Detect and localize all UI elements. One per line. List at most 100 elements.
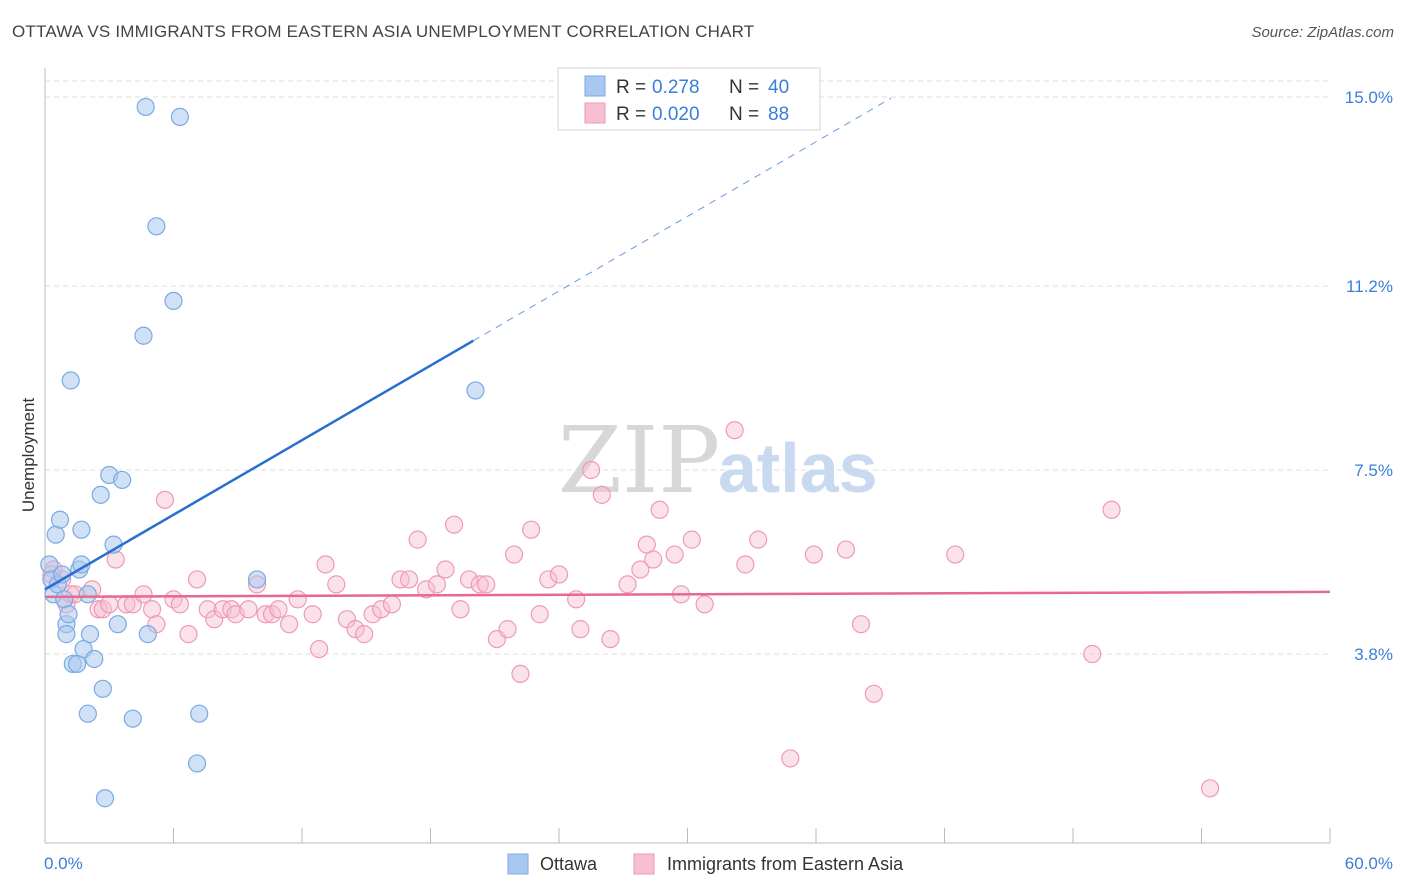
eastern-asia-point — [539, 570, 558, 589]
ottawa-point — [187, 754, 207, 773]
eastern-asia-point — [436, 560, 455, 579]
eastern-asia-point — [618, 575, 637, 594]
eastern-asia-point — [382, 595, 402, 614]
eastern-asia-point — [864, 684, 883, 703]
eastern-asia-legend-label: Immigrants from Eastern Asia — [667, 854, 904, 874]
eastern-asia-point — [346, 620, 365, 639]
eastern-asia-point — [408, 530, 427, 549]
eastern-asia-point — [303, 605, 322, 624]
eastern-asia-trend-line — [44, 590, 1331, 599]
eastern-asia-point — [470, 575, 489, 594]
ottawa-point — [46, 525, 65, 544]
eastern-asia-point — [316, 555, 335, 574]
eastern-asia-legend-swatch — [633, 853, 655, 875]
ottawa-point — [138, 625, 157, 644]
n-value: 40 — [768, 77, 789, 98]
gridlines — [45, 80, 1330, 655]
ottawa-point — [112, 470, 132, 490]
x-tick-label: 0.0% — [44, 854, 83, 873]
eastern-asia-point — [89, 600, 108, 619]
eastern-asia-point — [427, 575, 447, 594]
eastern-asia-point — [155, 490, 175, 509]
r-value: 0.278 — [652, 77, 700, 98]
eastern-asia-point — [363, 605, 382, 624]
eastern-asia-point — [239, 600, 258, 619]
chart-title: OTTAWA VS IMMIGRANTS FROM EASTERN ASIA U… — [12, 22, 755, 41]
n-label: N = — [729, 77, 759, 98]
ottawa-point — [78, 585, 97, 604]
ottawa-point — [72, 520, 91, 539]
eastern-asia-point — [170, 595, 190, 614]
x-tick-label: 60.0% — [1345, 854, 1393, 873]
r-value: 0.020 — [652, 104, 700, 125]
eastern-asia-point — [736, 555, 755, 574]
watermark-atlas: atlas — [718, 429, 878, 507]
source-label: Source: ZipAtlas.com — [1251, 24, 1394, 41]
ottawa-point — [147, 217, 166, 236]
eastern-asia-point — [511, 664, 530, 684]
eastern-asia-point — [187, 570, 207, 589]
y-tick-label: 7.5% — [1354, 461, 1393, 480]
blue-points — [40, 97, 485, 808]
eastern-asia-point — [567, 590, 586, 609]
y-tick-label: 15.0% — [1345, 88, 1393, 107]
ottawa-trend-extension — [473, 97, 892, 342]
eastern-asia-point — [851, 615, 871, 634]
y-tick-label: 3.8% — [1354, 645, 1393, 664]
ottawa-trend-line — [44, 339, 474, 591]
ottawa-point — [93, 679, 112, 698]
eastern-asia-point — [179, 625, 198, 644]
eastern-asia-point — [549, 565, 569, 584]
ottawa-legend-swatch — [584, 75, 606, 97]
ottawa-point — [123, 709, 142, 728]
ottawa-legend-label: Ottawa — [540, 854, 598, 874]
eastern-asia-point — [451, 600, 470, 619]
eastern-asia-point — [946, 545, 965, 564]
eastern-asia-point — [106, 550, 125, 569]
eastern-asia-point — [134, 585, 153, 604]
watermark: ZIP atlas — [558, 407, 878, 514]
ottawa-point — [108, 615, 127, 634]
eastern-asia-point — [725, 421, 744, 440]
eastern-asia-point — [327, 575, 346, 594]
ottawa-point — [190, 704, 209, 723]
eastern-asia-legend-swatch — [584, 102, 606, 124]
ottawa-point — [170, 107, 190, 126]
y-tick-label: 11.2% — [1346, 277, 1393, 296]
ottawa-point — [80, 625, 100, 644]
eastern-asia-point — [836, 540, 856, 559]
eastern-asia-point — [631, 560, 650, 579]
eastern-asia-point — [695, 595, 714, 614]
ottawa-point — [55, 590, 74, 609]
eastern-asia-point — [142, 600, 162, 619]
eastern-asia-point — [269, 600, 288, 619]
eastern-asia-point — [372, 600, 391, 619]
ottawa-point — [61, 371, 80, 390]
ottawa-point — [95, 789, 115, 808]
ottawa-point — [91, 485, 110, 504]
watermark-zip: ZIP — [558, 407, 720, 514]
ottawa-point — [247, 570, 267, 589]
trend-lines — [44, 97, 1331, 599]
eastern-asia-point — [459, 570, 479, 589]
eastern-asia-point — [530, 605, 549, 624]
n-label: N = — [729, 104, 759, 125]
ottawa-point — [164, 291, 183, 311]
n-value: 88 — [768, 104, 789, 125]
eastern-asia-point — [310, 639, 329, 659]
r-label: R = — [616, 77, 646, 98]
tick-labels: 3.8% 7.5% 11.2% 15.0% 0.0% 60.0% — [44, 88, 1393, 873]
eastern-asia-point — [444, 515, 464, 534]
eastern-asia-point — [355, 625, 374, 644]
ottawa-point — [134, 326, 153, 345]
eastern-asia-point — [498, 620, 517, 639]
eastern-asia-point — [601, 629, 620, 649]
eastern-asia-point — [288, 590, 307, 609]
ottawa-point — [85, 649, 104, 669]
eastern-asia-point — [644, 550, 663, 569]
pink-points — [42, 421, 1220, 798]
eastern-asia-point — [571, 620, 590, 639]
eastern-asia-point — [522, 520, 541, 539]
legend-series: Ottawa Immigrants from Eastern Asia — [507, 853, 904, 875]
